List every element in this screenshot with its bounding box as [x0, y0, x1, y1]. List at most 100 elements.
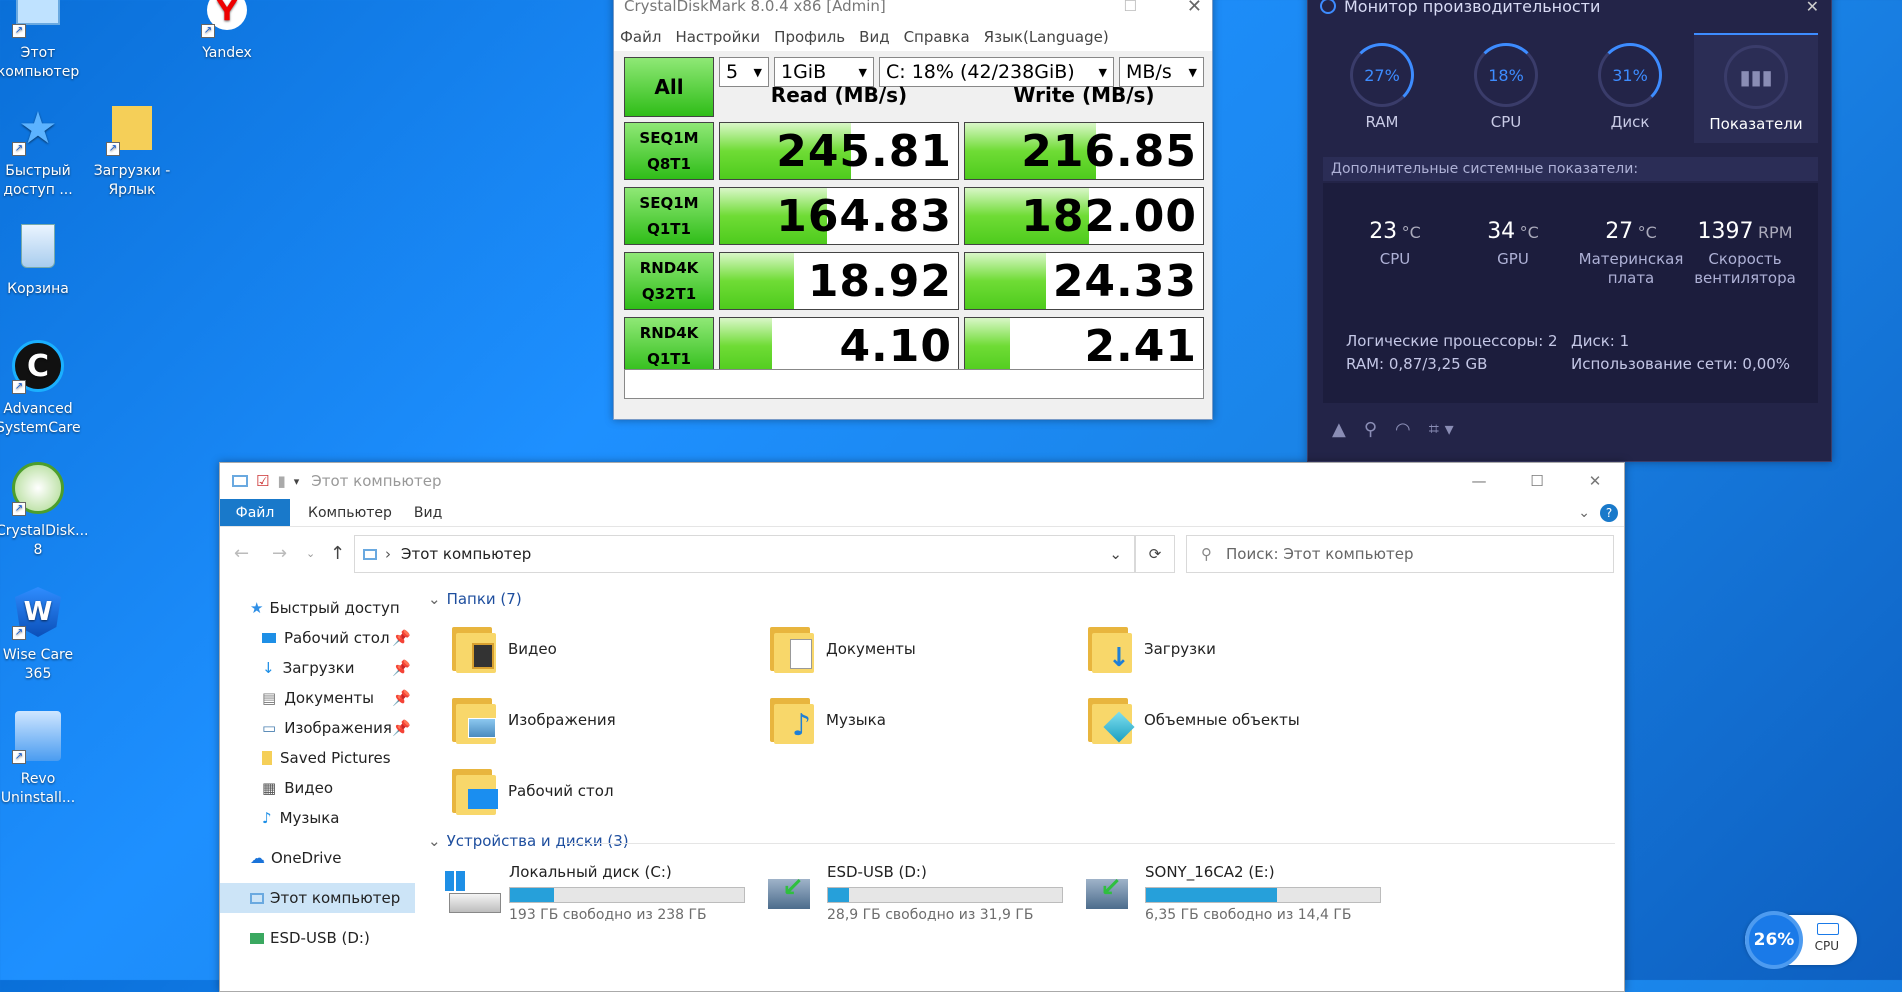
- desktop-icon-quick-access[interactable]: ★ ↗ Быстрый доступ ...: [0, 98, 80, 200]
- cdm-menu-profile[interactable]: Профиль: [774, 28, 846, 46]
- metric-value: 34: [1487, 219, 1516, 244]
- metric-label: CPU: [1379, 250, 1411, 268]
- cdm-menu-view[interactable]: Вид: [859, 28, 890, 46]
- ribbon-tab-view[interactable]: Вид: [413, 504, 443, 521]
- desktop-icon-recycle-bin[interactable]: Корзина: [0, 216, 80, 299]
- cdm-menu-help[interactable]: Справка: [903, 28, 970, 46]
- yandex-icon: Y ↗: [197, 0, 257, 40]
- pin-icon[interactable]: 📌: [392, 629, 411, 647]
- search-input[interactable]: ⚲ Поиск: Этот компьютер: [1186, 535, 1614, 573]
- cdm-test-button[interactable]: SEQ1M Q8T1: [624, 122, 714, 180]
- cdm-test-button[interactable]: SEQ1M Q1T1: [624, 187, 714, 245]
- folder-desktop[interactable]: Рабочий стол: [450, 765, 614, 817]
- desktop-icon-downloads-shortcut[interactable]: ↗ Загрузки - Ярлык: [90, 98, 174, 200]
- nav-item-music[interactable]: ♪ Музыка: [220, 803, 415, 833]
- cdm-test-button[interactable]: RND4K Q32T1: [624, 252, 714, 310]
- desktop-icon-this-pc[interactable]: ↗ Этот компьютер: [0, 0, 80, 82]
- explorer-title: Этот компьютер: [311, 472, 442, 490]
- cdm-close-button[interactable]: ✕: [1186, 0, 1202, 17]
- properties-icon[interactable]: ☑: [256, 472, 270, 490]
- cdm-comment-input[interactable]: [624, 369, 1204, 399]
- close-button[interactable]: ✕: [1588, 472, 1602, 490]
- desktop-icon-wise-care[interactable]: W ↗ Wise Care 365: [0, 582, 80, 684]
- folder-label: Видео: [508, 640, 557, 658]
- nav-forward-button[interactable]: →: [272, 543, 288, 564]
- nav-item-usb-drive[interactable]: ESD-USB (D:): [220, 923, 415, 953]
- pin-icon[interactable]: 📌: [392, 689, 411, 707]
- cdm-maximize-button[interactable]: ☐: [1123, 0, 1137, 15]
- breadcrumb-separator: ›: [385, 545, 391, 563]
- ribbon-tab-file[interactable]: Файл: [220, 499, 290, 526]
- cdm-test-button[interactable]: RND4K Q1T1: [624, 317, 714, 375]
- refresh-button[interactable]: ⟳: [1135, 535, 1175, 573]
- file-explorer-window: ☑ ▮ ▾ Этот компьютер — ☐ ✕ Файл Компьюте…: [219, 462, 1625, 992]
- nav-item-downloads[interactable]: ↓ Загрузки 📌: [220, 653, 415, 683]
- explorer-titlebar[interactable]: ☑ ▮ ▾ Этот компьютер — ☐ ✕: [220, 463, 1624, 499]
- folder-downloads[interactable]: ↓ Загрузки: [1086, 623, 1216, 675]
- cdm-titlebar[interactable]: CrystalDiskMark 8.0.4 x86 [Admin] ☐ ✕: [614, 0, 1212, 23]
- search-icon[interactable]: ⚲: [1363, 419, 1378, 440]
- cdm-count-select[interactable]: 5 ▼: [719, 57, 769, 87]
- help-icon[interactable]: ?: [1600, 504, 1618, 522]
- cdm-menu-language[interactable]: Язык(Language): [983, 28, 1109, 46]
- cdm-all-button[interactable]: All: [624, 57, 714, 117]
- nav-item-label: Видео: [284, 779, 334, 797]
- perf-tab-disk[interactable]: 31% Диск: [1568, 33, 1692, 143]
- folder-icon: [262, 751, 272, 765]
- folder-3d-objects[interactable]: Объемные объекты: [1086, 694, 1300, 746]
- cdm-unit-select[interactable]: MB/s ▼: [1119, 57, 1204, 87]
- nav-item-this-pc[interactable]: Этот компьютер: [220, 883, 415, 913]
- crop-icon[interactable]: ⌗ ▾: [1428, 419, 1454, 440]
- quick-access-toolbar-dropdown[interactable]: ▾: [293, 474, 300, 488]
- speed-icon[interactable]: ◠: [1395, 419, 1411, 440]
- desktop-folder-icon: [450, 765, 498, 817]
- nav-recent-dropdown[interactable]: ⌄: [306, 547, 316, 560]
- perf-titlebar[interactable]: Монитор производительности ✕: [1308, 0, 1831, 23]
- maximize-button[interactable]: ☐: [1530, 472, 1544, 490]
- folder-documents[interactable]: Документы: [768, 623, 916, 675]
- nav-item-quick-access[interactable]: ★ Быстрый доступ: [220, 593, 415, 623]
- nav-item-documents[interactable]: ▤ Документы 📌: [220, 683, 415, 713]
- ribbon-tab-computer[interactable]: Компьютер: [308, 504, 392, 521]
- desktop-icon-yandex[interactable]: Y ↗ Yandex: [185, 0, 269, 63]
- desktop-icon-advanced-systemcare[interactable]: C ↗ Advanced SystemCare: [0, 336, 81, 438]
- nav-item-saved-pictures[interactable]: Saved Pictures: [220, 743, 415, 773]
- address-bar[interactable]: › Этот компьютер ⌄: [354, 535, 1135, 573]
- perf-tab-indicators[interactable]: ▮▮▮ Показатели: [1694, 33, 1818, 143]
- drive-free-space: 6,35 ГБ свободно из 14,4 ГБ: [1145, 907, 1352, 923]
- breadcrumb[interactable]: Этот компьютер: [401, 545, 532, 563]
- pin-icon[interactable]: 📌: [392, 659, 411, 677]
- folder-pictures[interactable]: Изображения: [450, 694, 616, 746]
- ribbon-expand-icon[interactable]: ⌄: [1578, 504, 1590, 521]
- nav-back-button[interactable]: ←: [234, 543, 250, 564]
- cpu-usage-widget[interactable]: 26% CPU: [1745, 911, 1857, 969]
- drive-e[interactable]: SONY_16CA2 (E:) 6,35 ГБ свободно из 14,4…: [1145, 863, 1381, 923]
- perf-tab-ram[interactable]: 27% RAM: [1320, 33, 1444, 143]
- metric-label: Материнская плата: [1578, 250, 1684, 287]
- address-dropdown[interactable]: ⌄: [1109, 545, 1122, 563]
- nav-item-onedrive[interactable]: ☁ OneDrive: [220, 843, 415, 873]
- folders-section-header[interactable]: ⌄ Папки (7): [428, 590, 522, 608]
- drive-c[interactable]: Локальный диск (C:) 193 ГБ свободно из 2…: [509, 863, 745, 923]
- desktop-icon-crystaldiskmark[interactable]: ↗ CrystalDisk... 8: [0, 458, 89, 560]
- new-folder-icon[interactable]: ▮: [277, 472, 286, 490]
- drive-d[interactable]: ESD-USB (D:) 28,9 ГБ свободно из 31,9 ГБ: [827, 863, 1063, 923]
- nav-item-videos[interactable]: ▦ Видео: [220, 773, 415, 803]
- cdm-menu-settings[interactable]: Настройки: [675, 28, 761, 46]
- minimize-button[interactable]: —: [1471, 472, 1487, 490]
- cdm-drive-select[interactable]: C: 18% (42/238GiB) ▼: [879, 57, 1114, 87]
- rocket-icon[interactable]: ▲: [1332, 419, 1346, 440]
- devices-section-header[interactable]: ⌄ Устройства и диски (3): [428, 832, 629, 850]
- folder-music[interactable]: ♪ Музыка: [768, 694, 886, 746]
- desktop-icon-revo-uninstaller[interactable]: ↗ Revo Uninstall...: [0, 706, 80, 808]
- nav-item-pictures[interactable]: ▭ Изображения 📌: [220, 713, 415, 743]
- folder-videos[interactable]: Видео: [450, 623, 557, 675]
- cdm-menu-file[interactable]: Файл: [620, 28, 662, 46]
- perf-close-button[interactable]: ✕: [1805, 0, 1819, 16]
- cpu-gauge-ring: 18%: [1474, 43, 1538, 107]
- nav-item-desktop[interactable]: Рабочий стол 📌: [220, 623, 415, 653]
- pin-icon[interactable]: 📌: [392, 719, 411, 737]
- cdm-size-select[interactable]: 1GiB ▼: [774, 57, 874, 87]
- perf-tab-cpu[interactable]: 18% CPU: [1444, 33, 1568, 143]
- nav-up-button[interactable]: ↑: [330, 543, 346, 564]
